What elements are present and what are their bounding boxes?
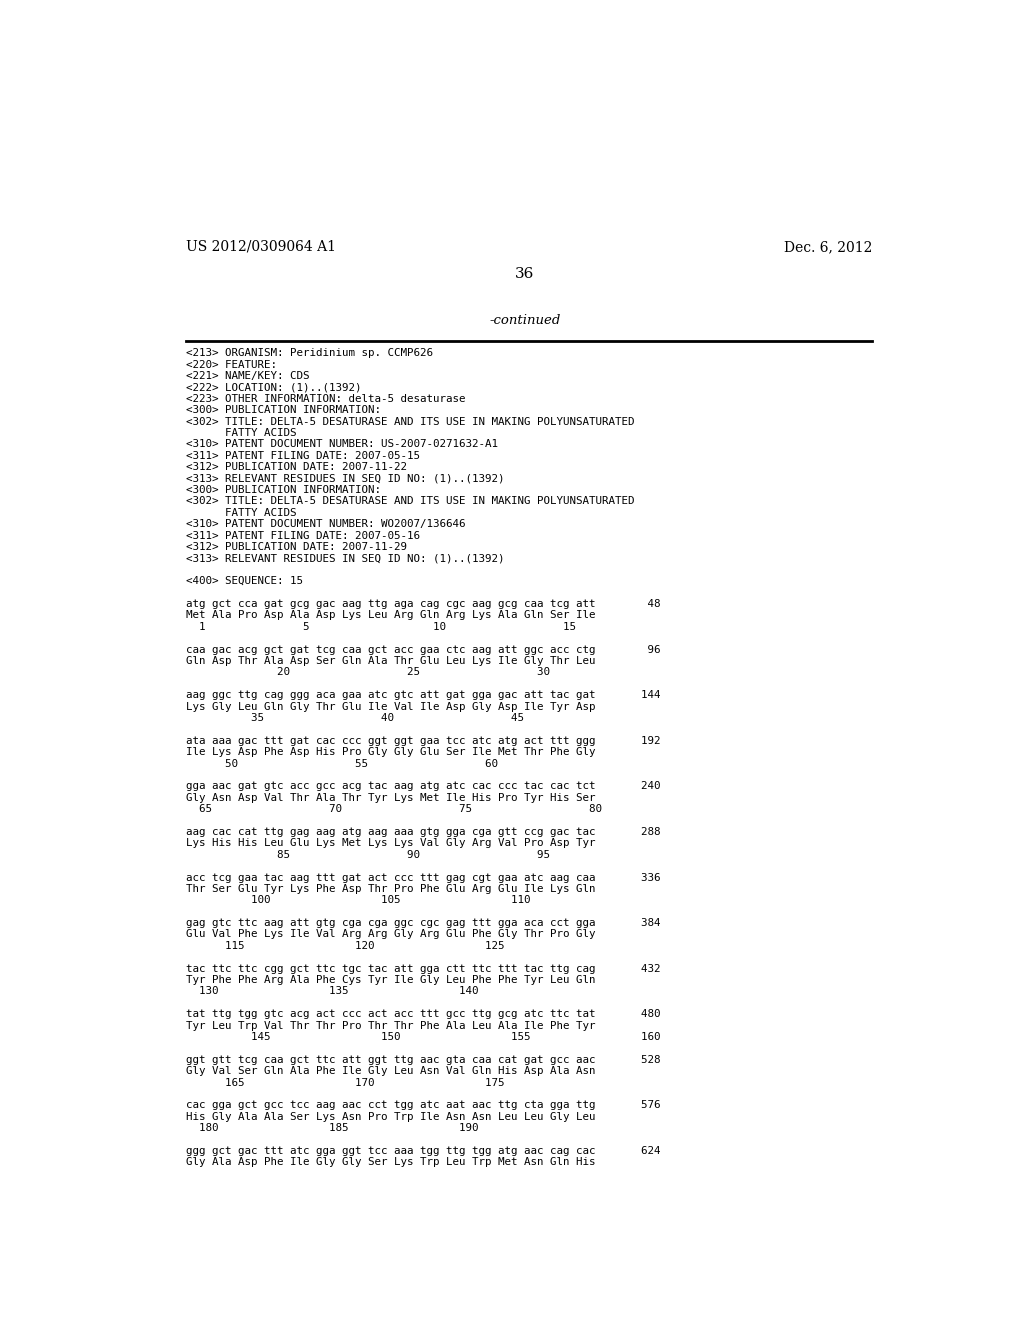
Text: <302> TITLE: DELTA-5 DESATURASE AND ITS USE IN MAKING POLYUNSATURATED: <302> TITLE: DELTA-5 DESATURASE AND ITS … <box>186 417 635 426</box>
Text: <311> PATENT FILING DATE: 2007-05-16: <311> PATENT FILING DATE: 2007-05-16 <box>186 531 420 541</box>
Text: Tyr Leu Trp Val Thr Thr Pro Thr Thr Phe Ala Leu Ala Ile Phe Tyr: Tyr Leu Trp Val Thr Thr Pro Thr Thr Phe … <box>186 1020 596 1031</box>
Text: Ile Lys Asp Phe Asp His Pro Gly Gly Glu Ser Ile Met Thr Phe Gly: Ile Lys Asp Phe Asp His Pro Gly Gly Glu … <box>186 747 596 758</box>
Text: Gly Asn Asp Val Thr Ala Thr Tyr Lys Met Ile His Pro Tyr His Ser: Gly Asn Asp Val Thr Ala Thr Tyr Lys Met … <box>186 793 596 803</box>
Text: 145                 150                 155                 160: 145 150 155 160 <box>186 1032 660 1041</box>
Text: <312> PUBLICATION DATE: 2007-11-29: <312> PUBLICATION DATE: 2007-11-29 <box>186 543 408 552</box>
Text: <310> PATENT DOCUMENT NUMBER: WO2007/136646: <310> PATENT DOCUMENT NUMBER: WO2007/136… <box>186 519 466 529</box>
Text: <220> FEATURE:: <220> FEATURE: <box>186 359 278 370</box>
Text: 35                  40                  45: 35 40 45 <box>186 713 524 723</box>
Text: Tyr Phe Phe Arg Ala Phe Cys Tyr Ile Gly Leu Phe Phe Tyr Leu Gln: Tyr Phe Phe Arg Ala Phe Cys Tyr Ile Gly … <box>186 975 596 985</box>
Text: Gly Ala Asp Phe Ile Gly Gly Ser Lys Trp Leu Trp Met Asn Gln His: Gly Ala Asp Phe Ile Gly Gly Ser Lys Trp … <box>186 1158 596 1167</box>
Text: Thr Ser Glu Tyr Lys Phe Asp Thr Pro Phe Glu Arg Glu Ile Lys Gln: Thr Ser Glu Tyr Lys Phe Asp Thr Pro Phe … <box>186 884 596 894</box>
Text: aag cac cat ttg gag aag atg aag aaa gtg gga cga gtt ccg gac tac       288: aag cac cat ttg gag aag atg aag aaa gtg … <box>186 826 660 837</box>
Text: <300> PUBLICATION INFORMATION:: <300> PUBLICATION INFORMATION: <box>186 405 381 416</box>
Text: gag gtc ttc aag att gtg cga cga ggc cgc gag ttt gga aca cct gga       384: gag gtc ttc aag att gtg cga cga ggc cgc … <box>186 919 660 928</box>
Text: 20                  25                  30: 20 25 30 <box>186 668 550 677</box>
Text: 50                  55                  60: 50 55 60 <box>186 759 498 768</box>
Text: Met Ala Pro Asp Ala Asp Lys Leu Arg Gln Arg Lys Ala Gln Ser Ile: Met Ala Pro Asp Ala Asp Lys Leu Arg Gln … <box>186 610 596 620</box>
Text: 115                 120                 125: 115 120 125 <box>186 941 505 950</box>
Text: His Gly Ala Ala Ser Lys Asn Pro Trp Ile Asn Asn Leu Leu Gly Leu: His Gly Ala Ala Ser Lys Asn Pro Trp Ile … <box>186 1111 596 1122</box>
Text: Dec. 6, 2012: Dec. 6, 2012 <box>783 240 872 253</box>
Text: 65                  70                  75                  80: 65 70 75 80 <box>186 804 602 814</box>
Text: <221> NAME/KEY: CDS: <221> NAME/KEY: CDS <box>186 371 309 381</box>
Text: US 2012/0309064 A1: US 2012/0309064 A1 <box>186 240 336 253</box>
Text: tac ttc ttc cgg gct ttc tgc tac att gga ctt ttc ttt tac ttg cag       432: tac ttc ttc cgg gct ttc tgc tac att gga … <box>186 964 660 974</box>
Text: <300> PUBLICATION INFORMATION:: <300> PUBLICATION INFORMATION: <box>186 484 381 495</box>
Text: <223> OTHER INFORMATION: delta-5 desaturase: <223> OTHER INFORMATION: delta-5 desatur… <box>186 393 466 404</box>
Text: 180                 185                 190: 180 185 190 <box>186 1123 478 1133</box>
Text: 130                 135                 140: 130 135 140 <box>186 986 478 997</box>
Text: 85                  90                  95: 85 90 95 <box>186 850 550 859</box>
Text: Gln Asp Thr Ala Asp Ser Gln Ala Thr Glu Leu Lys Ile Gly Thr Leu: Gln Asp Thr Ala Asp Ser Gln Ala Thr Glu … <box>186 656 596 667</box>
Text: <311> PATENT FILING DATE: 2007-05-15: <311> PATENT FILING DATE: 2007-05-15 <box>186 451 420 461</box>
Text: tat ttg tgg gtc acg act ccc act acc ttt gcc ttg gcg atc ttc tat       480: tat ttg tgg gtc acg act ccc act acc ttt … <box>186 1010 660 1019</box>
Text: <222> LOCATION: (1)..(1392): <222> LOCATION: (1)..(1392) <box>186 383 361 392</box>
Text: ata aaa gac ttt gat cac ccc ggt ggt gaa tcc atc atg act ttt ggg       192: ata aaa gac ttt gat cac ccc ggt ggt gaa … <box>186 735 660 746</box>
Text: cac gga gct gcc tcc aag aac cct tgg atc aat aac ttg cta gga ttg       576: cac gga gct gcc tcc aag aac cct tgg atc … <box>186 1101 660 1110</box>
Text: <312> PUBLICATION DATE: 2007-11-22: <312> PUBLICATION DATE: 2007-11-22 <box>186 462 408 473</box>
Text: Lys Gly Leu Gln Gly Thr Glu Ile Val Ile Asp Gly Asp Ile Tyr Asp: Lys Gly Leu Gln Gly Thr Glu Ile Val Ile … <box>186 701 596 711</box>
Text: -continued: -continued <box>489 314 560 327</box>
Text: <310> PATENT DOCUMENT NUMBER: US-2007-0271632-A1: <310> PATENT DOCUMENT NUMBER: US-2007-02… <box>186 440 498 449</box>
Text: <213> ORGANISM: Peridinium sp. CCMP626: <213> ORGANISM: Peridinium sp. CCMP626 <box>186 348 433 358</box>
Text: Gly Val Ser Gln Ala Phe Ile Gly Leu Asn Val Gln His Asp Ala Asn: Gly Val Ser Gln Ala Phe Ile Gly Leu Asn … <box>186 1067 596 1076</box>
Text: 165                 170                 175: 165 170 175 <box>186 1077 505 1088</box>
Text: caa gac acg gct gat tcg caa gct acc gaa ctc aag att ggc acc ctg        96: caa gac acg gct gat tcg caa gct acc gaa … <box>186 644 660 655</box>
Text: 100                 105                 110: 100 105 110 <box>186 895 530 906</box>
Text: ggg gct gac ttt atc gga ggt tcc aaa tgg ttg tgg atg aac cag cac       624: ggg gct gac ttt atc gga ggt tcc aaa tgg … <box>186 1146 660 1156</box>
Text: aag ggc ttg cag ggg aca gaa atc gtc att gat gga gac att tac gat       144: aag ggc ttg cag ggg aca gaa atc gtc att … <box>186 690 660 700</box>
Text: <313> RELEVANT RESIDUES IN SEQ ID NO: (1)..(1392): <313> RELEVANT RESIDUES IN SEQ ID NO: (1… <box>186 553 505 564</box>
Text: FATTY ACIDS: FATTY ACIDS <box>186 508 297 517</box>
Text: <400> SEQUENCE: 15: <400> SEQUENCE: 15 <box>186 577 303 586</box>
Text: ggt gtt tcg caa gct ttc att ggt ttg aac gta caa cat gat gcc aac       528: ggt gtt tcg caa gct ttc att ggt ttg aac … <box>186 1055 660 1065</box>
Text: gga aac gat gtc acc gcc acg tac aag atg atc cac ccc tac cac tct       240: gga aac gat gtc acc gcc acg tac aag atg … <box>186 781 660 791</box>
Text: 36: 36 <box>515 267 535 281</box>
Text: 1               5                   10                  15: 1 5 10 15 <box>186 622 577 632</box>
Text: Lys His His Leu Glu Lys Met Lys Lys Val Gly Arg Val Pro Asp Tyr: Lys His His Leu Glu Lys Met Lys Lys Val … <box>186 838 596 849</box>
Text: <302> TITLE: DELTA-5 DESATURASE AND ITS USE IN MAKING POLYUNSATURATED: <302> TITLE: DELTA-5 DESATURASE AND ITS … <box>186 496 635 507</box>
Text: atg gct cca gat gcg gac aag ttg aga cag cgc aag gcg caa tcg att        48: atg gct cca gat gcg gac aag ttg aga cag … <box>186 599 660 609</box>
Text: <313> RELEVANT RESIDUES IN SEQ ID NO: (1)..(1392): <313> RELEVANT RESIDUES IN SEQ ID NO: (1… <box>186 474 505 483</box>
Text: acc tcg gaa tac aag ttt gat act ccc ttt gag cgt gaa atc aag caa       336: acc tcg gaa tac aag ttt gat act ccc ttt … <box>186 873 660 883</box>
Text: Glu Val Phe Lys Ile Val Arg Arg Gly Arg Glu Phe Gly Thr Pro Gly: Glu Val Phe Lys Ile Val Arg Arg Gly Arg … <box>186 929 596 940</box>
Text: FATTY ACIDS: FATTY ACIDS <box>186 428 297 438</box>
